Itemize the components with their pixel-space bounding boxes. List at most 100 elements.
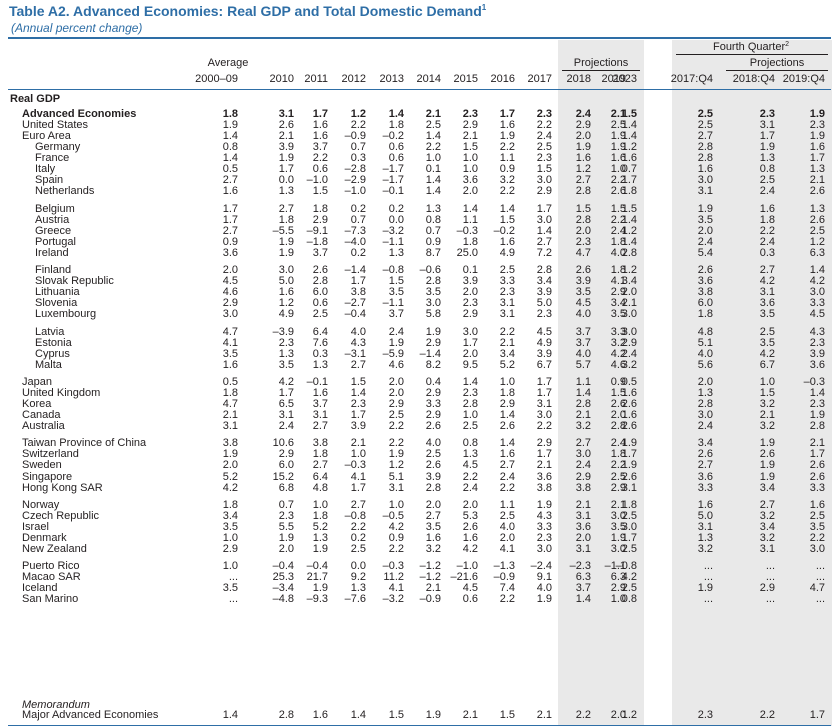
cell-value: 3.8 — [350, 286, 366, 298]
cell-value: 4.3 — [809, 326, 825, 338]
cell-value: 2.1 — [350, 437, 366, 449]
cell-value: –3.2 — [382, 225, 404, 237]
cell-value: 4.2 — [759, 348, 775, 360]
cell-value: 3.7 — [575, 326, 591, 338]
cell-value: 3.2 — [759, 398, 775, 410]
memorandum-label: Memorandum — [22, 699, 90, 711]
cell-value: 1.2 — [621, 225, 637, 237]
cell-value: 2.7 — [575, 437, 591, 449]
cell-value: 2.5 — [621, 582, 637, 594]
cell-value: –9.3 — [306, 593, 328, 605]
cell-value: 2.5 — [425, 448, 441, 460]
cell-value: 2.5 — [499, 264, 515, 276]
cell-value: 1.7 — [536, 203, 552, 215]
cell-value: 2.4 — [499, 471, 515, 483]
cell-value: –1.7 — [382, 174, 404, 186]
cell-value: 1.3 — [697, 532, 713, 544]
cell-value: 1.8 — [499, 387, 515, 399]
cell-value: 4.5 — [462, 582, 478, 594]
cell-value: 3.7 — [575, 337, 591, 349]
cell-value: 1.6 — [222, 359, 238, 371]
cell-value: 1.4 — [621, 130, 637, 142]
cell-value: 1.6 — [312, 387, 328, 399]
cell-value: 1.5 — [499, 214, 515, 226]
cell-value: 2.2 — [312, 152, 328, 164]
cell-value: 3.3 — [697, 482, 713, 494]
cell-value: 3.9 — [350, 420, 366, 432]
cell-value: 2.6 — [697, 264, 713, 276]
cell-value: 2.6 — [462, 521, 478, 533]
cell-value: 2.1 — [809, 437, 825, 449]
cell-value: 2.2 — [499, 482, 515, 494]
cell-value: 1.7 — [350, 275, 366, 287]
cell-value: 2.4 — [697, 420, 713, 432]
cell-value: 1.9 — [809, 108, 825, 120]
cell-value: 3.1 — [759, 119, 775, 131]
cell-value: 4.0 — [575, 308, 591, 320]
cell-value: 1.0 — [425, 152, 441, 164]
cell-value: 0.6 — [312, 163, 328, 175]
cell-value: 4.0 — [350, 326, 366, 338]
cell-value: 3.7 — [312, 141, 328, 153]
cell-value: –1.1 — [382, 236, 404, 248]
cell-value: 4.1 — [350, 471, 366, 483]
cell-value: 4.7 — [222, 398, 238, 410]
cell-value: 2.0 — [462, 185, 478, 197]
cell-value: 2.7 — [350, 359, 366, 371]
cell-value: 2.1 — [536, 709, 552, 721]
cell-value: 1.0 — [462, 152, 478, 164]
cell-value: 2.1 — [425, 582, 441, 594]
cell-value: 1.4 — [425, 174, 441, 186]
cell-value: 2.8 — [610, 420, 626, 432]
cell-value: 4.0 — [425, 437, 441, 449]
cell-value: 5.0 — [536, 297, 552, 309]
cell-value: 4.1 — [222, 337, 238, 349]
cell-value: 3.1 — [536, 398, 552, 410]
column-header-8: 2017 — [527, 73, 552, 85]
cell-value: 1.4 — [809, 387, 825, 399]
cell-value: 1.9 — [388, 337, 404, 349]
cell-value: 2.2 — [610, 214, 626, 226]
cell-value: –0.1 — [306, 376, 328, 388]
cell-value: 2.0 — [222, 459, 238, 471]
cell-value: 3.8 — [575, 482, 591, 494]
cell-value: 2.9 — [621, 337, 637, 349]
cell-value: 4.2 — [222, 482, 238, 494]
cell-value: 1.2 — [621, 141, 637, 153]
cell-value: 2.6 — [312, 264, 328, 276]
cell-value: 15.2 — [272, 471, 294, 483]
cell-value: 2.3 — [462, 108, 478, 120]
cell-value: 1.4 — [499, 203, 515, 215]
cell-value: 2.1 — [536, 459, 552, 471]
cell-value: 0.1 — [425, 163, 441, 175]
cell-value: 3.9 — [536, 348, 552, 360]
cell-value: 2.6 — [425, 459, 441, 471]
cell-value: ... — [228, 571, 238, 583]
table-title: Table A2. Advanced Economies: Real GDP a… — [9, 3, 486, 19]
cell-value: –1.1 — [604, 560, 626, 572]
cell-value: 6.4 — [312, 326, 328, 338]
cell-value: 1.9 — [536, 499, 552, 511]
cell-value: 3.4 — [759, 521, 775, 533]
cell-value: 2.6 — [759, 448, 775, 460]
column-header-1: 2010 — [269, 73, 294, 85]
cell-value: 2.8 — [809, 420, 825, 432]
cell-value: 3.0 — [697, 174, 713, 186]
cell-value: 1.9 — [278, 152, 294, 164]
cell-value: ... — [765, 560, 775, 572]
cell-value: 0.8 — [621, 593, 637, 605]
cell-value: 1.4 — [425, 185, 441, 197]
cell-value: 2.8 — [697, 141, 713, 153]
cell-value: 1.8 — [278, 214, 294, 226]
cell-value: 1.4 — [462, 203, 478, 215]
cell-value: 3.8 — [222, 437, 238, 449]
row-label: Lithuania — [35, 286, 80, 298]
cell-value: 1.9 — [697, 582, 713, 594]
cell-value: 2.0 — [462, 286, 478, 298]
cell-value: 3.1 — [697, 185, 713, 197]
cell-value: –0.3 — [344, 459, 366, 471]
cell-value: 3.9 — [575, 275, 591, 287]
cell-value: 2.7 — [759, 264, 775, 276]
cell-value: 1.1 — [499, 152, 515, 164]
cell-value: 3.8 — [697, 286, 713, 298]
